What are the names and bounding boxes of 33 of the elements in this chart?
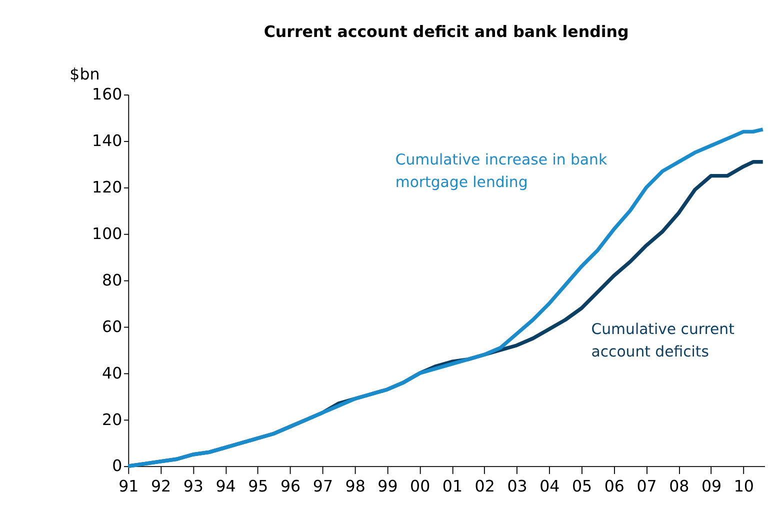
y-tick-label: 60 <box>102 316 122 336</box>
series-label: Cumulative current account deficits <box>591 320 735 360</box>
y-tick-label: 0 <box>112 456 122 476</box>
x-tick-label: 99 <box>378 476 398 496</box>
y-axis-title: $bn <box>70 64 100 84</box>
chart-title: Current account deficit and bank lending <box>264 22 629 41</box>
x-tick-label: 01 <box>442 476 463 496</box>
x-tick-label: 03 <box>507 476 528 496</box>
x-tick-label: 95 <box>248 476 268 496</box>
x-tick-label: 04 <box>540 476 560 496</box>
x-tick-label: 10 <box>734 476 754 496</box>
series-label: Cumulative increase in bank mortgage lending <box>395 150 608 191</box>
x-tick-label: 02 <box>474 476 495 496</box>
y-tick-label: 160 <box>92 84 122 104</box>
x-tick-label: 07 <box>636 476 657 496</box>
y-tick-label: 80 <box>102 270 122 290</box>
x-tick-label: 92 <box>150 476 172 496</box>
x-tick-label: 06 <box>604 476 624 496</box>
x-tick-label: 98 <box>345 476 366 496</box>
x-tick-label: 00 <box>410 476 430 496</box>
y-tick-label: 20 <box>102 410 122 429</box>
y-tick-label: 100 <box>92 224 122 243</box>
x-tick-label: 96 <box>280 476 301 496</box>
x-tick-label: 94 <box>216 476 236 496</box>
x-tick-label: 09 <box>701 476 722 496</box>
x-tick-label: 93 <box>183 476 204 496</box>
x-tick-label: 91 <box>118 476 139 496</box>
y-tick-label: 40 <box>102 363 122 382</box>
y-tick-label: 140 <box>92 131 122 150</box>
x-tick-label: 97 <box>312 476 333 496</box>
y-tick-label: 120 <box>92 178 122 197</box>
x-tick-label: 05 <box>572 476 592 496</box>
x-tick-label: 08 <box>669 476 690 496</box>
